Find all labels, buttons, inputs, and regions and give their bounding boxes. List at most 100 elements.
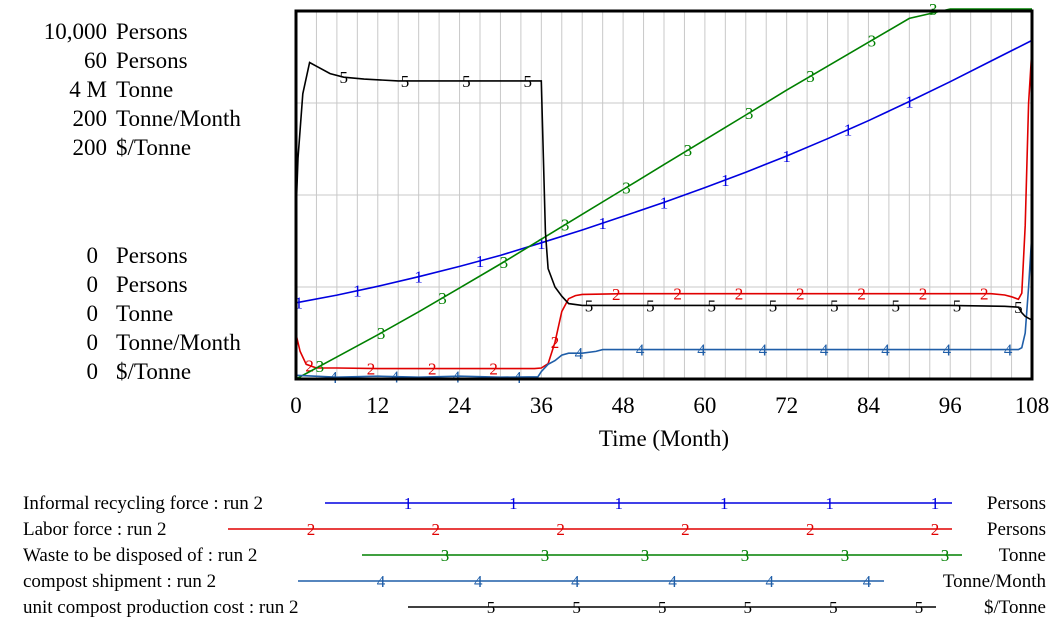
y-axis-max-unit: Persons	[116, 19, 188, 44]
y-axis-max-value: 10,000	[44, 19, 107, 44]
series-5-marker: 5	[891, 296, 900, 315]
x-tick-label: 84	[857, 393, 881, 418]
y-axis-max-value: 200	[73, 135, 108, 160]
legend-marker: 1	[404, 494, 413, 513]
y-axis-max-value: 60	[84, 48, 107, 73]
legend-marker: 1	[509, 494, 518, 513]
y-axis-labels: 10,000 Persons 60 Persons 4 M Tonne 200 Tonne/M…	[44, 19, 242, 384]
y-axis-min-unit: $/Tonne	[116, 359, 191, 384]
y-axis-max-unit: Persons	[116, 48, 188, 73]
legend-marker: 2	[432, 520, 441, 539]
series-2-marker: 2	[673, 285, 682, 304]
y-axis-max-value: 200	[73, 106, 108, 131]
x-axis-tick-labels: 0 12 24 36 48 60 72 84 96 108	[290, 393, 1049, 418]
legend-marker: 5	[572, 598, 581, 617]
legend-marker: 5	[829, 598, 838, 617]
legend-label: Informal recycling force : run 2	[23, 493, 263, 514]
y-axis-min-value: 0	[87, 301, 99, 326]
series-2-marker: 2	[428, 360, 437, 379]
legend-marker: 5	[915, 598, 924, 617]
grid-lines	[296, 11, 1032, 379]
series-2-marker: 2	[612, 285, 621, 304]
series-4-marker: 4	[636, 341, 645, 360]
series-line-1	[295, 39, 1033, 304]
legend-marker: 5	[487, 598, 496, 617]
series-1-marker: 1	[537, 234, 546, 253]
series-4-marker: 4	[1004, 341, 1013, 360]
series-4-marker: 4	[820, 341, 829, 360]
series-5-marker: 5	[769, 296, 778, 315]
series-3-marker: 3	[745, 104, 754, 123]
legend-marker: 2	[307, 520, 316, 539]
series-3-marker: 3	[316, 357, 325, 376]
legend-marker: 3	[441, 546, 450, 565]
y-axis-min-unit: Persons	[116, 243, 188, 268]
x-tick-label: 108	[1015, 393, 1050, 418]
series-1-marker: 1	[476, 252, 485, 271]
series-2-marker: 2	[305, 357, 314, 376]
series-3-marker: 3	[438, 289, 447, 308]
legend-marker: 1	[825, 494, 834, 513]
series-1-marker: 1	[414, 268, 423, 287]
y-axis-min-value: 0	[87, 359, 99, 384]
legend-marker: 2	[556, 520, 565, 539]
series-3-marker: 3	[868, 31, 877, 50]
legend-unit: Persons	[987, 519, 1046, 540]
series-1-marker: 1	[905, 93, 914, 112]
series-4-marker: 4	[452, 367, 461, 386]
legend-unit: Persons	[987, 493, 1046, 514]
series-1-marker: 1	[353, 282, 362, 301]
series-3-marker: 3	[684, 141, 693, 160]
series-5-marker: 5	[462, 72, 471, 91]
y-axis-min-unit: Persons	[116, 272, 188, 297]
x-tick-label: 48	[612, 393, 635, 418]
series-2-marker: 2	[857, 285, 866, 304]
y-axis-min-unit: Tonne	[116, 301, 173, 326]
series-2-marker: 2	[735, 285, 744, 304]
series-4-marker: 4	[575, 344, 584, 363]
series-4-marker: 4	[759, 341, 768, 360]
series-3-marker: 3	[622, 178, 631, 197]
series-4-marker: 4	[943, 341, 952, 360]
legend-marker: 3	[641, 546, 650, 565]
legend-marker: 4	[668, 572, 677, 591]
legend-marker: 5	[744, 598, 753, 617]
y-axis-min-unit: Tonne/Month	[116, 330, 241, 355]
series-4-marker: 4	[697, 341, 706, 360]
legend-marker: 3	[741, 546, 750, 565]
series-2-marker: 2	[796, 285, 805, 304]
legend-marker: 3	[941, 546, 950, 565]
legend-marker: 4	[863, 572, 872, 591]
legend-marker: 3	[841, 546, 850, 565]
series-5-marker: 5	[707, 296, 716, 315]
legend-marker: 2	[681, 520, 690, 539]
series-2-marker: 2	[489, 360, 498, 379]
x-tick-label: 36	[530, 393, 553, 418]
series-1-marker: 1	[294, 293, 303, 312]
series-1-marker: 1	[721, 171, 730, 190]
x-tick-label: 0	[290, 393, 302, 418]
series-1-marker: 1	[782, 147, 791, 166]
y-axis-max-unit: Tonne/Month	[116, 106, 241, 131]
y-axis-max-unit: $/Tonne	[116, 135, 191, 160]
legend-label: Waste to be disposed of : run 2	[23, 545, 257, 566]
series-1-marker: 1	[598, 214, 607, 233]
series-line-3	[295, 8, 1032, 380]
x-tick-label: 96	[939, 393, 962, 418]
x-axis-title: Time (Month)	[599, 426, 729, 451]
y-axis-min-value: 0	[87, 272, 99, 297]
series-1-marker: 1	[660, 193, 669, 212]
legend-marker: 2	[931, 520, 940, 539]
plot-frame	[294, 9, 1034, 381]
series-4-marker: 4	[391, 368, 400, 387]
x-tick-label: 60	[693, 393, 716, 418]
series-5-marker: 5	[1014, 298, 1023, 317]
series-2-marker: 2	[980, 285, 989, 304]
legend: Informal recycling force : run 2 1 1 1 1 1 1 Pe…	[23, 493, 1046, 618]
legend-label: Labor force : run 2	[23, 519, 167, 540]
series-5-marker: 5	[401, 72, 410, 91]
series-3-marker: 3	[377, 324, 386, 343]
series-3-marker: 3	[500, 253, 509, 272]
legend-marker: 2	[806, 520, 815, 539]
